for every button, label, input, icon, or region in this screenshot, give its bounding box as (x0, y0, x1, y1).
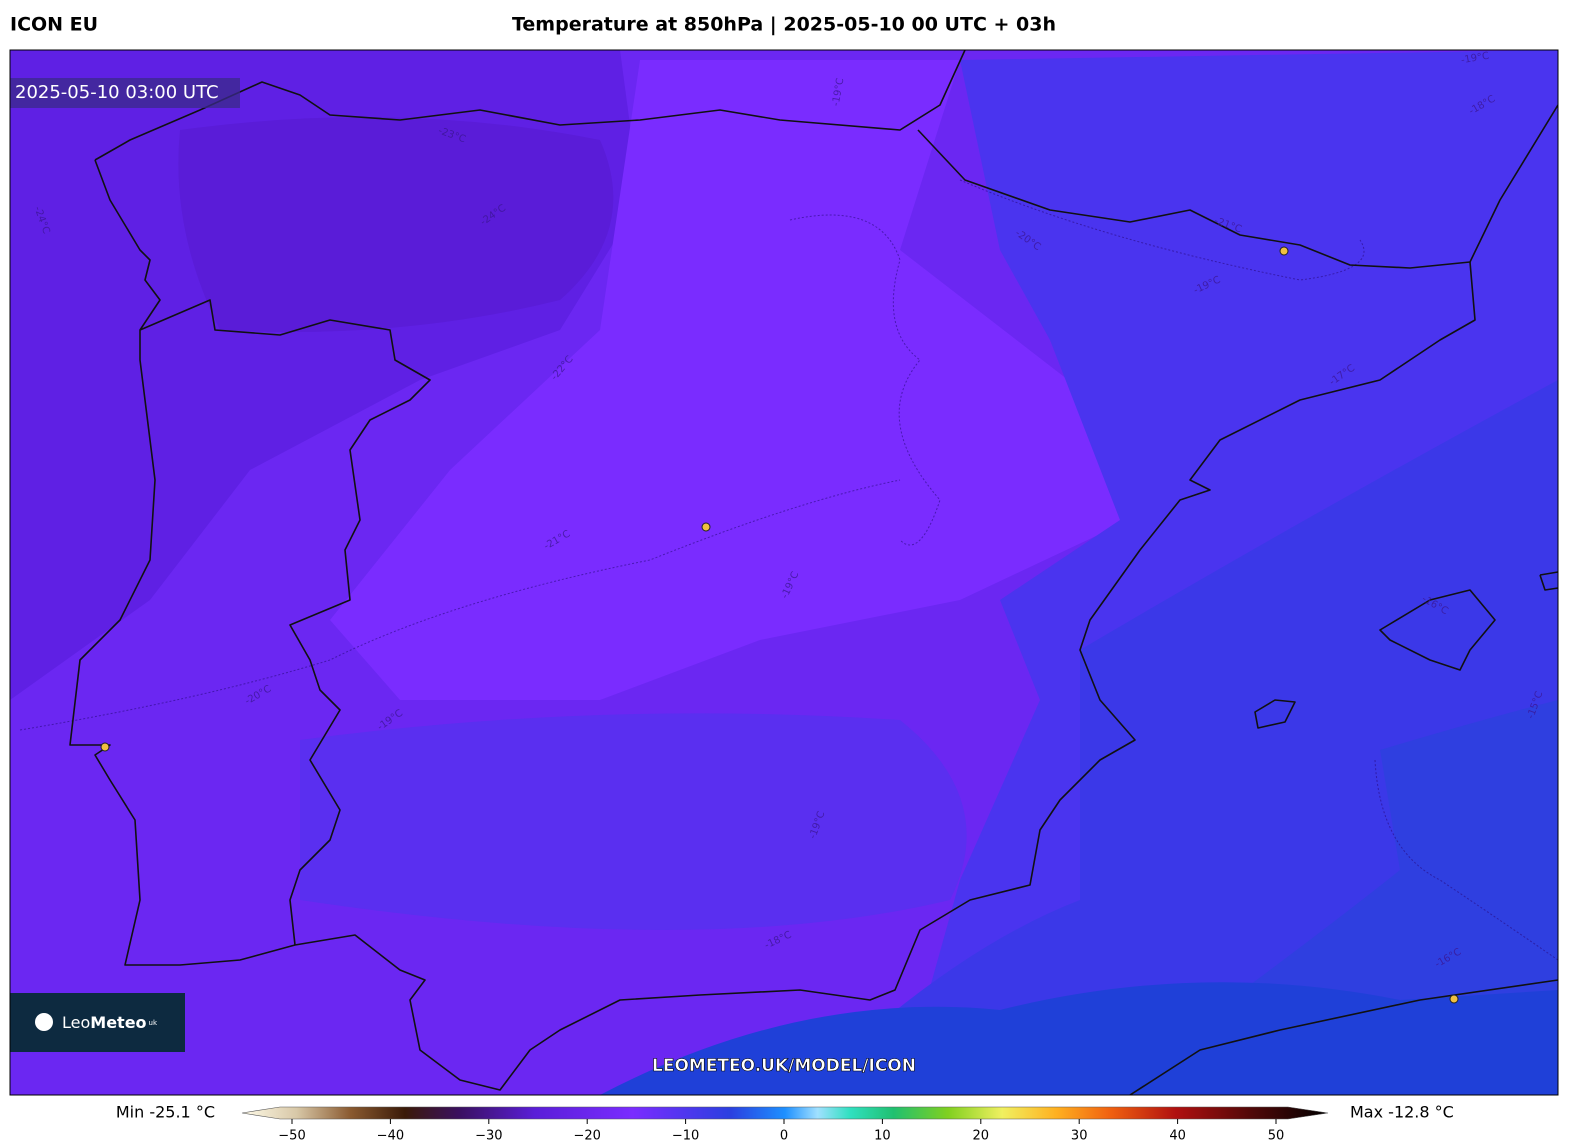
colorbar-tick-label: 30 (1071, 1129, 1088, 1144)
border (139, 299, 431, 946)
min-label: Min -25.1 °C (116, 1103, 215, 1122)
max-label: Max -12.8 °C (1350, 1103, 1454, 1122)
logo-bold: Meteo (90, 1013, 146, 1032)
map: -23°C-24°C-24°C-22°C-21°C-20°C-19°C-19°C… (10, 50, 1558, 1095)
warm-interior (330, 60, 1130, 700)
isotherm (19, 479, 901, 731)
map-title: Temperature at 850hPa | 2025-05-10 00 UT… (512, 14, 1056, 36)
logo-sun (35, 1013, 53, 1031)
island (1254, 699, 1296, 729)
isotherm (959, 179, 1365, 281)
city-marker (100, 742, 110, 752)
colorbar-tick-label: 10 (874, 1129, 891, 1144)
logo-suffix: uk (149, 1019, 158, 1027)
island (1379, 589, 1496, 671)
colorbar-tick-label: 50 (1268, 1129, 1285, 1144)
island (1539, 571, 1558, 591)
coastline (917, 104, 1558, 269)
colorbar-ticks: −50 −40 −30 −20 −10 0 10 20 30 40 50 (278, 1119, 1284, 1144)
isotherm (1374, 759, 1558, 961)
isotherm (789, 214, 941, 546)
colorbar-tick-label: 40 (1169, 1129, 1186, 1144)
coastline (69, 159, 1476, 1091)
colorbar-tick-label: −40 (377, 1129, 404, 1144)
city-marker (1449, 994, 1459, 1004)
cold-core (178, 117, 614, 332)
coastline (1129, 979, 1558, 1095)
watermark: LEOMETEO.UK/MODEL/ICON (652, 1056, 916, 1076)
city-marker (1279, 246, 1289, 256)
south-region (300, 713, 967, 930)
timestamp-box (10, 78, 240, 108)
logo-light: Leo (62, 1013, 90, 1032)
colorbar-tick-label: −30 (475, 1129, 502, 1144)
city-marker (701, 522, 711, 532)
colorbar-tick-label: 20 (973, 1129, 990, 1144)
logo-text: LeoMeteo uk (62, 1013, 158, 1032)
south-sea (600, 982, 1558, 1095)
colorbar (241, 1106, 1329, 1120)
map-frame (9, 49, 1559, 1096)
colorbar-tick-label: −10 (672, 1129, 699, 1144)
contour-label: -19°C (831, 77, 847, 107)
timestamp: 2025-05-10 03:00 UTC (15, 82, 219, 103)
model-name: ICON EU (10, 14, 98, 36)
contour-label: -19°C (1460, 51, 1490, 67)
colorbar-tick-label: −50 (278, 1129, 305, 1144)
colorbar-tick-label: 0 (780, 1129, 788, 1144)
colorbar-tick-label: −20 (573, 1129, 600, 1144)
